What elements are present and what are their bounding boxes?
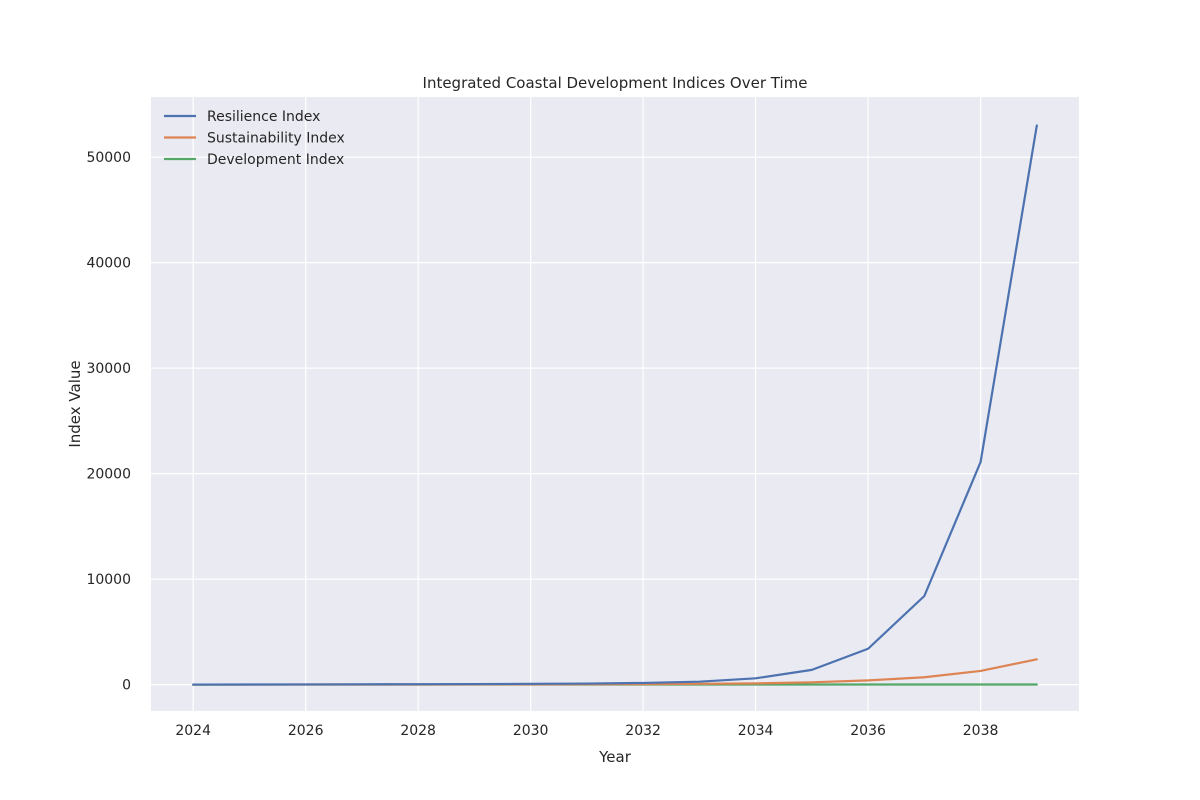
y-tick-label: 20000 [86, 467, 131, 483]
y-tick-label: 50000 [86, 150, 131, 166]
x-tick-label: 2034 [738, 723, 774, 739]
legend-label: Development Index [207, 152, 344, 168]
x-tick-label: 2024 [175, 723, 211, 739]
y-axis-label: Index Value [66, 360, 84, 447]
legend-label: Sustainability Index [207, 131, 345, 147]
legend-label: Resilience Index [207, 109, 320, 125]
series-line-resilience-index [192, 124, 1038, 686]
series-lines [192, 124, 1038, 686]
x-tick-label: 2028 [400, 723, 436, 739]
x-tick-label: 2036 [850, 723, 886, 739]
y-tick-label: 30000 [86, 361, 131, 377]
grid [151, 97, 1079, 711]
x-axis-ticks: 2024 2026 2028 2030 2032 2034 2036 2038 [175, 723, 998, 739]
y-tick-label: 0 [122, 678, 131, 694]
x-tick-label: 2032 [625, 723, 661, 739]
x-tick-label: 2038 [963, 723, 999, 739]
x-tick-label: 2026 [288, 723, 324, 739]
y-tick-label: 10000 [86, 572, 131, 588]
y-axis-ticks: 0 10000 20000 30000 40000 50000 [86, 150, 131, 693]
chart-title: Integrated Coastal Development Indices O… [423, 74, 808, 92]
x-tick-label: 2030 [513, 723, 549, 739]
y-tick-label: 40000 [86, 256, 131, 272]
plot-area [151, 97, 1079, 711]
x-axis-label: Year [598, 748, 632, 766]
legend: Resilience Index Sustainability Index Deve… [164, 109, 345, 168]
